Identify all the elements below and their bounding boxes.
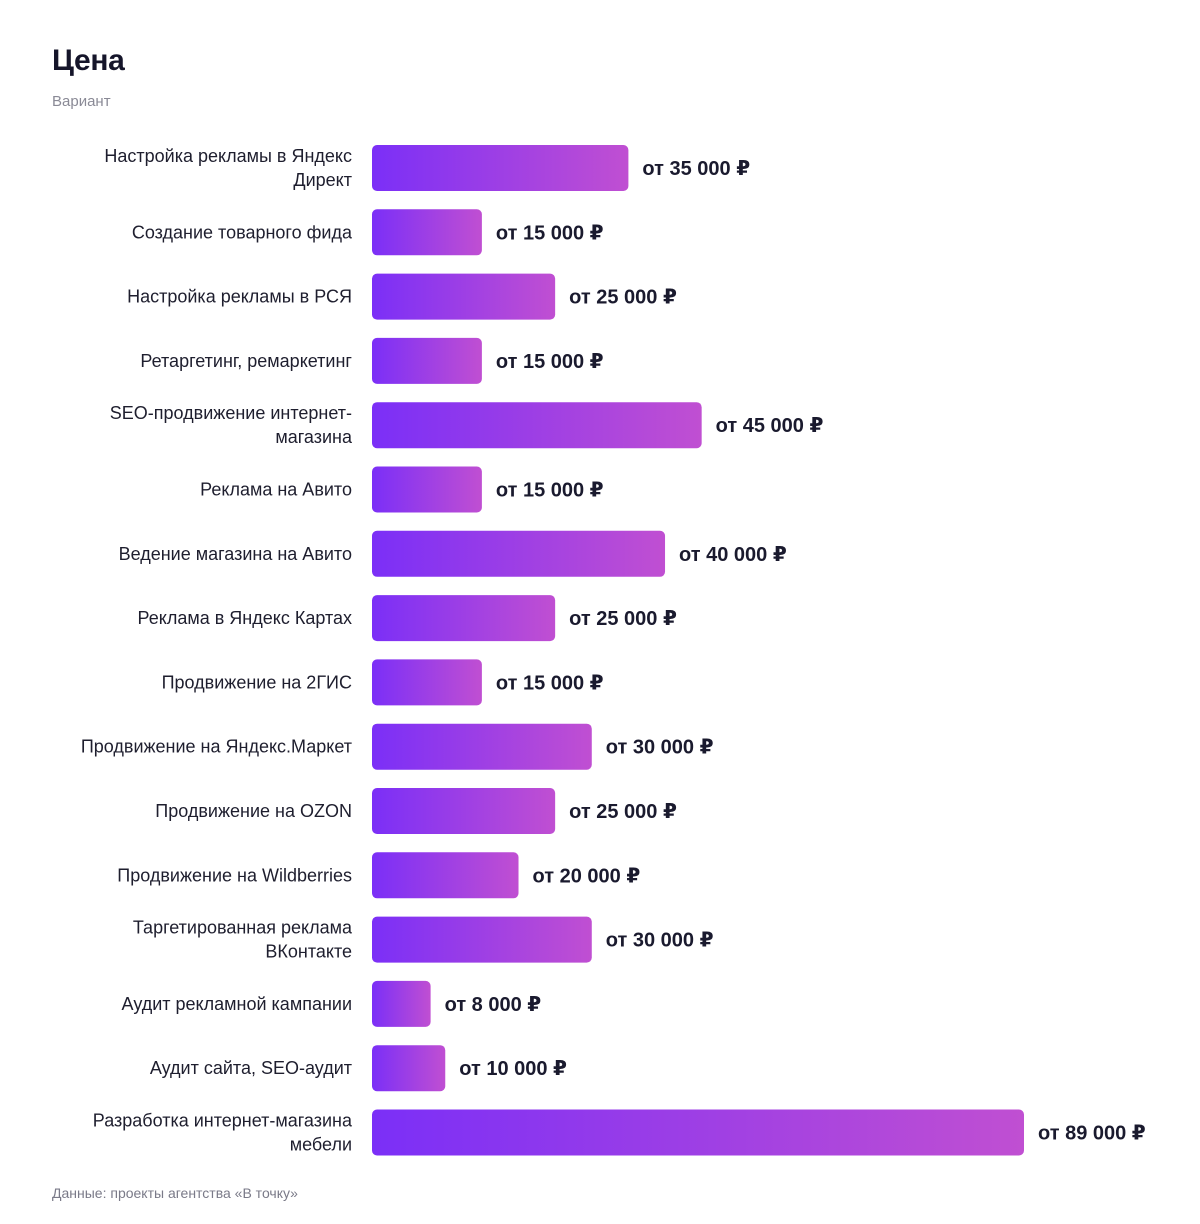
category-label-15: Разработка интернет-магазина мебели bbox=[93, 1111, 353, 1155]
bar-11 bbox=[372, 852, 519, 899]
value-label-15: от 89 000 ₽ bbox=[1038, 1123, 1146, 1145]
value-label-14: от 10 000 ₽ bbox=[459, 1058, 567, 1080]
category-label-3: Ретаргетинг, ремаркетинг bbox=[140, 351, 352, 371]
category-label-13: Аудит рекламной кампании bbox=[122, 994, 352, 1014]
bar-8 bbox=[372, 659, 482, 706]
value-label-8: от 15 000 ₽ bbox=[496, 672, 604, 694]
category-label-7: Реклама в Яндекс Картах bbox=[138, 608, 352, 628]
value-label-0: от 35 000 ₽ bbox=[642, 158, 750, 180]
category-label-8: Продвижение на 2ГИС bbox=[162, 672, 352, 692]
category-label-2: Настройка рекламы в РСЯ bbox=[127, 287, 352, 307]
source-note: Данные: проекты агентства «В точку» bbox=[52, 1185, 298, 1201]
value-label-10: от 25 000 ₽ bbox=[569, 801, 677, 823]
bar-9 bbox=[372, 723, 592, 770]
bar-6 bbox=[372, 530, 666, 577]
chart-subtitle: Вариант bbox=[52, 93, 111, 110]
bar-7 bbox=[372, 595, 556, 642]
value-label-6: от 40 000 ₽ bbox=[679, 544, 787, 566]
bar-2 bbox=[372, 273, 556, 320]
category-label-11: Продвижение на Wildberries bbox=[117, 865, 352, 885]
value-label-3: от 15 000 ₽ bbox=[496, 351, 604, 373]
value-label-2: от 25 000 ₽ bbox=[569, 287, 677, 309]
value-label-12: от 30 000 ₽ bbox=[606, 930, 714, 952]
bar-4 bbox=[372, 402, 702, 449]
bar-15 bbox=[372, 1109, 1024, 1156]
bar-3 bbox=[372, 337, 482, 384]
bar-10 bbox=[372, 788, 556, 834]
value-label-9: от 30 000 ₽ bbox=[606, 737, 714, 759]
category-label-4: SEO-продвижение интернет-магазина bbox=[110, 403, 353, 447]
category-label-14: Аудит сайта, SEO-аудит bbox=[150, 1058, 352, 1078]
bars-layer: Настройка рекламы в Яндекс Директ от 35 00… bbox=[81, 145, 1146, 1156]
value-label-13: от 8 000 ₽ bbox=[445, 994, 542, 1016]
bar-13 bbox=[372, 980, 431, 1027]
bar-1 bbox=[372, 209, 482, 256]
value-label-4: от 45 000 ₽ bbox=[716, 415, 824, 437]
category-label-12: Таргетированная реклама ВКонтакте bbox=[133, 918, 353, 962]
value-label-11: от 20 000 ₽ bbox=[533, 865, 641, 887]
chart-title: Цена bbox=[52, 44, 125, 77]
category-label-1: Создание товарного фида bbox=[132, 222, 353, 242]
category-label-9: Продвижение на Яндекс.Маркет bbox=[81, 737, 352, 757]
bar-12 bbox=[372, 916, 592, 963]
category-label-10: Продвижение на OZON bbox=[155, 801, 352, 821]
value-label-5: от 15 000 ₽ bbox=[496, 480, 604, 502]
bar-0 bbox=[372, 145, 629, 191]
value-label-1: от 15 000 ₽ bbox=[496, 222, 604, 244]
category-label-5: Реклама на Авито bbox=[200, 480, 352, 500]
category-label-6: Ведение магазина на Авито bbox=[119, 544, 352, 564]
value-label-7: от 25 000 ₽ bbox=[569, 608, 677, 630]
category-label-0: Настройка рекламы в Яндекс Директ bbox=[104, 146, 352, 190]
bar-5 bbox=[372, 466, 482, 513]
bar-14 bbox=[372, 1045, 446, 1092]
